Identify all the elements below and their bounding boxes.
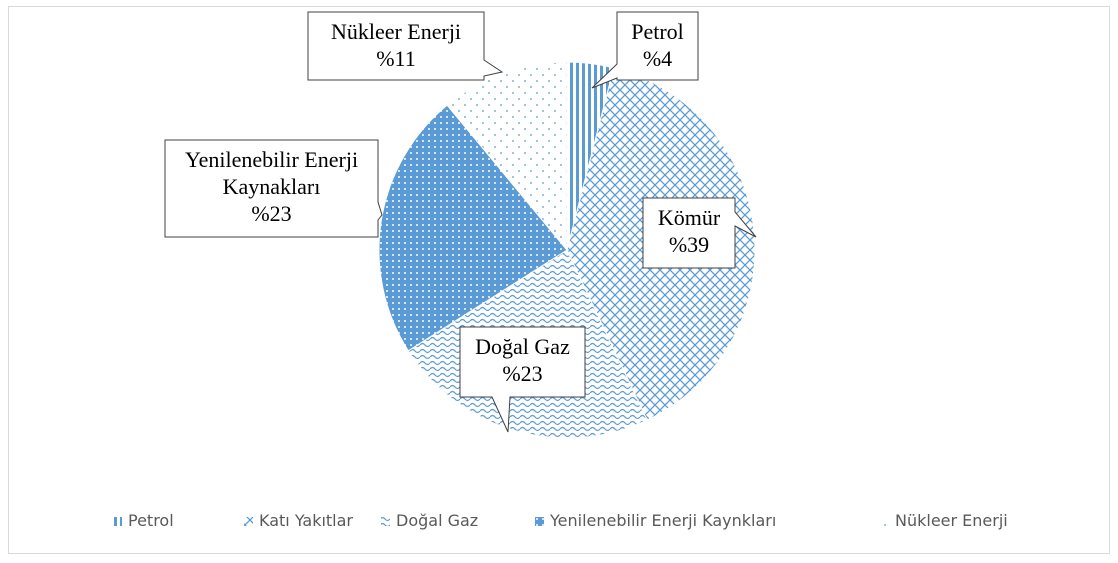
legend-swatch <box>535 517 544 526</box>
data-label: Nükleer Enerji %11 <box>308 18 484 72</box>
data-label-box <box>164 139 383 238</box>
data-label-value: %11 <box>376 46 416 71</box>
legend-label: Nükleer Enerji <box>895 511 1008 530</box>
data-label-name: Nükleer Enerji <box>330 19 462 44</box>
data-label-box <box>642 197 757 269</box>
legend-swatch <box>381 517 390 526</box>
data-label: Kömür %39 <box>643 204 735 258</box>
data-label-value: %4 <box>642 46 673 71</box>
data-label-box <box>307 11 504 81</box>
data-label-name: Doğal Gaz <box>475 334 570 359</box>
legend-swatch <box>244 517 253 526</box>
legend-swatch <box>113 517 122 526</box>
data-label-name: Petrol <box>631 19 684 44</box>
data-label-box <box>591 11 699 89</box>
data-label-value: %23 <box>251 201 292 226</box>
data-label: Petrol %4 <box>617 18 698 72</box>
legend-label: Yenilenebilir Enerji Kaynkları <box>550 511 777 530</box>
data-label-value: %39 <box>668 232 710 257</box>
data-label-name: Kömür <box>657 205 721 230</box>
data-label-name: Yenilenebilir Enerji Kaynakları <box>184 147 359 199</box>
data-label-box <box>459 326 586 433</box>
legend-label: Petrol <box>128 511 174 530</box>
legend-swatch <box>880 517 889 526</box>
pie-slice <box>378 104 568 352</box>
pie-slice <box>446 61 568 252</box>
data-label-value: %23 <box>502 361 543 386</box>
data-label: Doğal Gaz %23 <box>460 333 585 387</box>
data-label: Yenilenebilir Enerji Kaynakları %23 <box>165 146 378 227</box>
legend-label: Doğal Gaz <box>396 511 479 530</box>
legend-label: Katı Yakıtlar <box>259 511 354 530</box>
